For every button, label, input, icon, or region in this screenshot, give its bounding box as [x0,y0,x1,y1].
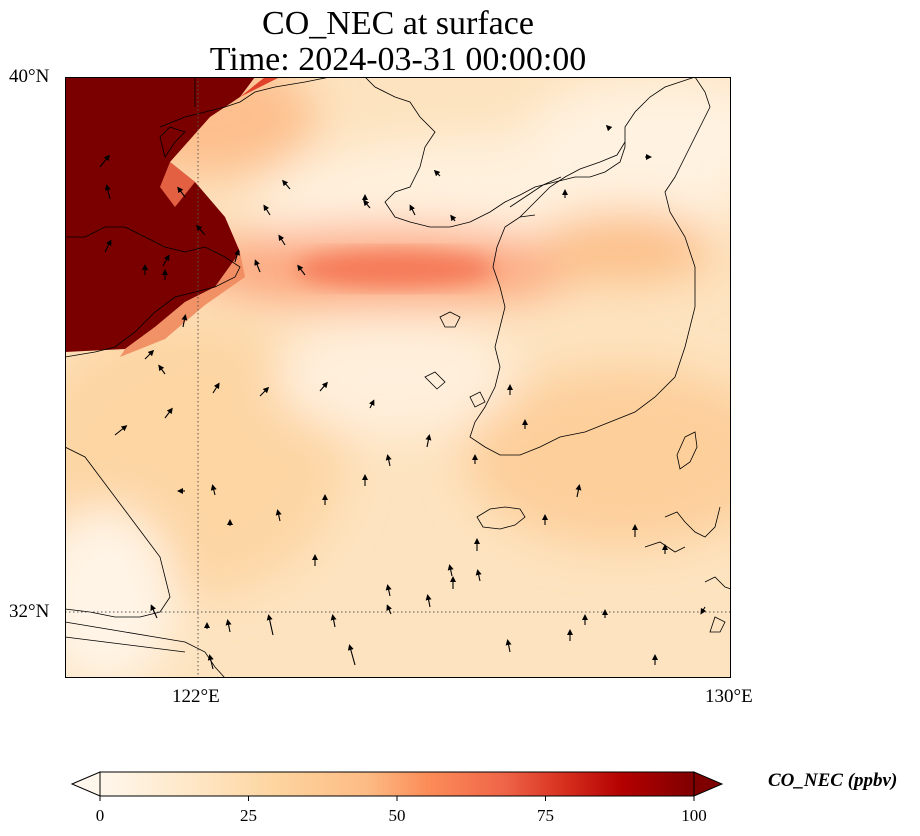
colorbar-tick-100: 100 [681,806,707,825]
wind-arrow [212,382,220,394]
map-panel [65,77,731,678]
wind-arrow [181,314,188,328]
wind-arrow [433,169,441,177]
colorbar-tick-0: 0 [96,806,105,825]
wind-arrow [575,484,582,498]
lat-tick-40: 40°N [9,66,50,87]
wind-arrow [254,259,261,273]
wind-arrow [605,124,613,132]
wind-arrow [505,639,512,653]
wind-arrow [297,264,306,276]
colorbar-ramp [99,771,695,797]
colorbar-tick-50: 50 [389,806,406,825]
wind-arrow [150,604,158,619]
wind-arrow [363,199,371,209]
wind-arrow [385,454,392,467]
colorbar: 0 25 50 75 100 [70,771,724,825]
wind-arrow [259,386,270,397]
wind-arrow [225,619,232,633]
wind-arrow [104,239,112,253]
lon-tick-130: 130°E [705,686,753,707]
high-concentration-region [65,77,255,352]
map-frame [65,77,731,678]
wind-arrow [447,564,454,577]
wind-arrow [450,214,457,222]
wind-arrow [114,425,128,436]
colorbar-tick-75: 75 [537,806,554,825]
wind-arrow [319,381,328,392]
wind-arrow [409,204,416,216]
wind-arrow [99,154,110,168]
wind-arrow [275,509,282,522]
wind-arrow [104,184,111,200]
wind-arrow [164,407,173,419]
gridlines [65,77,731,678]
wind-arrow [210,484,217,496]
wind-arrow [386,604,392,615]
colorbar-extend-high [693,771,724,797]
wind-arrow [475,569,482,582]
lat-tick-32: 32°N [9,601,50,622]
wind-vectors [99,124,707,670]
wind-arrow [196,224,206,236]
wind-arrow [266,614,274,636]
wind-arrow [282,179,291,190]
wind-arrow [330,614,337,628]
wind-arrow [158,364,166,375]
chart-title: CO_NEC at surface [262,5,534,42]
wind-arrow [263,204,271,216]
map-svg [65,77,731,678]
wind-arrow [144,349,155,360]
wind-arrow [385,584,392,597]
wind-arrow [425,434,432,448]
wind-arrow [347,644,356,666]
wind-arrow [368,399,375,409]
chart-subtitle: Time: 2024-03-31 00:00:00 [209,41,587,78]
wind-arrow [177,186,186,198]
wind-arrow [425,594,432,608]
colorbar-label: CO_NEC (ppbv) [768,770,898,791]
wind-arrow [207,654,214,670]
colorbar-tick-25: 25 [240,806,257,825]
lon-tick-122: 122°E [172,686,220,707]
colorbar-extend-low [70,771,101,797]
coastlines [65,77,731,678]
wind-arrow [234,249,241,263]
wind-arrow [162,254,170,267]
wind-arrow [278,234,286,246]
wind-arrow [700,606,707,615]
